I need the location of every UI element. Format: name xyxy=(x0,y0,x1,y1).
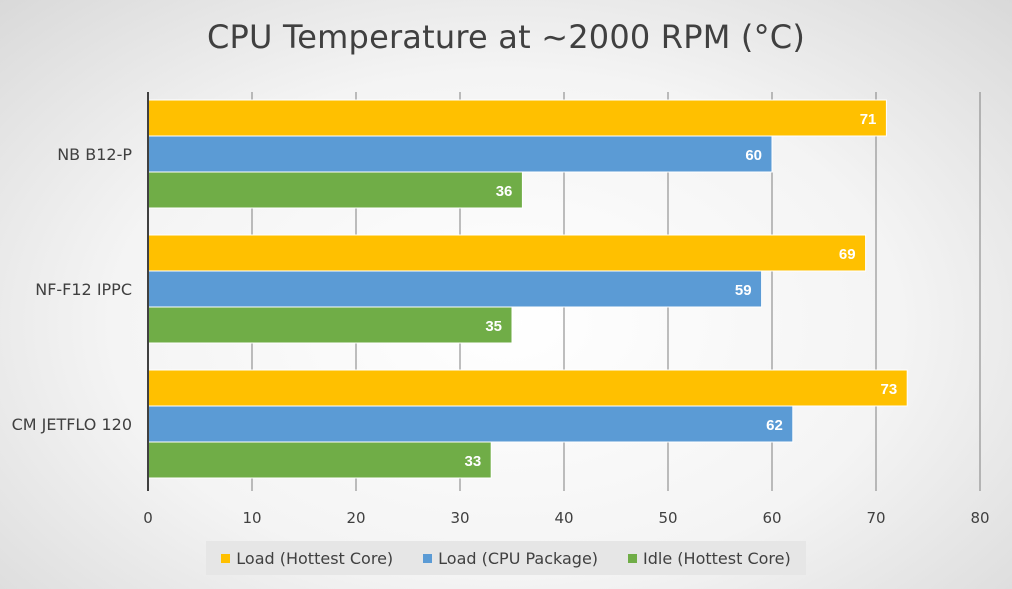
legend-swatch xyxy=(423,553,433,563)
bar xyxy=(147,369,908,407)
x-tick-label: 60 xyxy=(762,509,781,527)
data-label: 69 xyxy=(839,246,856,263)
chart-title: CPU Temperature at ~2000 RPM (°C) xyxy=(206,18,806,56)
legend-item: Load (CPU Package) xyxy=(423,549,598,568)
data-label: 35 xyxy=(485,318,502,335)
bar xyxy=(147,306,513,344)
category-label: NF-F12 IPPC xyxy=(35,280,132,299)
data-label: 36 xyxy=(496,183,513,200)
data-label: 73 xyxy=(881,381,898,398)
x-tick-label: 30 xyxy=(450,509,469,527)
x-tick-label: 10 xyxy=(242,509,261,527)
bar xyxy=(147,405,794,443)
category-label: CM JETFLO 120 xyxy=(12,415,132,434)
legend-label: Idle (Hottest Core) xyxy=(643,548,791,568)
bar xyxy=(147,135,773,173)
bar xyxy=(147,99,887,137)
data-label: 33 xyxy=(465,453,482,470)
data-label: 71 xyxy=(860,111,877,128)
x-tick-label: 0 xyxy=(143,509,153,527)
legend-swatch xyxy=(221,553,231,563)
x-tick-label: 20 xyxy=(346,509,365,527)
legend-item: Idle (Hottest Core) xyxy=(628,549,791,568)
legend-item: Load (Hottest Core) xyxy=(221,549,393,568)
data-label: 59 xyxy=(735,282,752,299)
legend: Load (Hottest Core) Load (CPU Package) Idl… xyxy=(206,541,806,575)
legend-label: Load (Hottest Core) xyxy=(236,548,394,568)
data-label: 62 xyxy=(766,417,783,434)
data-label: 60 xyxy=(745,147,762,164)
bar xyxy=(147,441,492,479)
bar xyxy=(147,234,867,272)
x-tick-label: 40 xyxy=(554,509,573,527)
x-tick-label: 50 xyxy=(658,509,677,527)
bar xyxy=(147,171,523,209)
legend-swatch xyxy=(628,553,638,563)
category-label: NB B12-P xyxy=(57,145,132,164)
bar xyxy=(147,270,763,308)
legend-label: Load (CPU Package) xyxy=(438,548,599,568)
x-tick-label: 70 xyxy=(866,509,885,527)
x-tick-label: 80 xyxy=(970,509,989,527)
